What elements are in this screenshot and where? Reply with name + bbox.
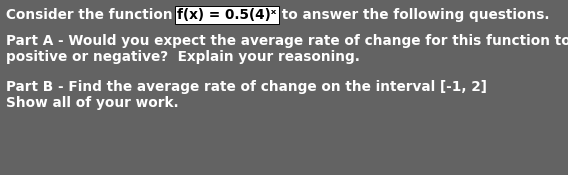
Text: Consider the function: Consider the function [6,8,177,22]
Text: Part B - Find the average rate of change on the interval [-1, 2]: Part B - Find the average rate of change… [6,80,487,94]
Text: Part A - Would you expect the average rate of change for this function to be: Part A - Would you expect the average ra… [6,34,568,48]
Text: f(x) = 0.5(4)ˣ: f(x) = 0.5(4)ˣ [177,8,277,22]
Text: Show all of your work.: Show all of your work. [6,96,178,110]
Text: to answer the following questions.: to answer the following questions. [277,8,549,22]
Text: positive or negative?  Explain your reasoning.: positive or negative? Explain your reaso… [6,50,360,64]
